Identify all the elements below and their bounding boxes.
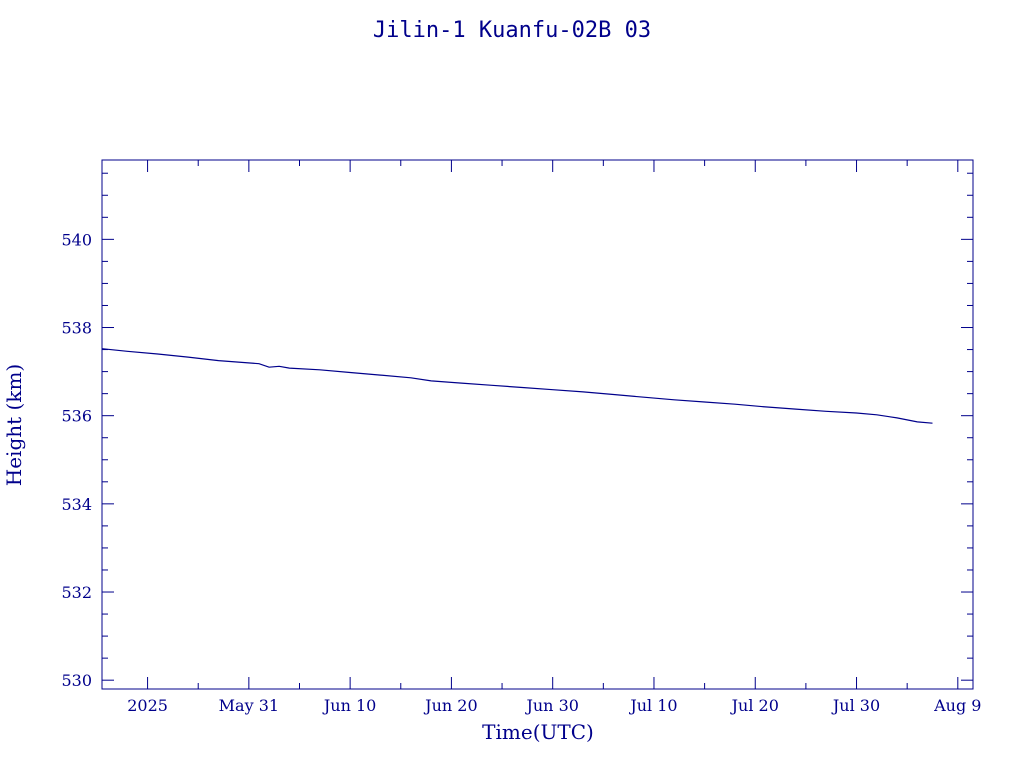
x-tick-label: Jul 10 — [628, 696, 677, 715]
chart-title: Jilin-1 Kuanfu-02B 03 — [373, 18, 651, 43]
y-tick-label: 538 — [61, 319, 92, 338]
y-tick-label: 540 — [61, 230, 92, 249]
x-axis-tick-labels: 2025 May 31 Jun 10 Jun 20 Jun 30 Jul 10 Jul 20… — [127, 696, 981, 715]
x-tick-label: Jun 30 — [524, 696, 578, 715]
x-tick-label: Jul 30 — [831, 696, 880, 715]
y-tick-label: 534 — [61, 495, 92, 514]
x-tick-label: Jul 20 — [730, 696, 779, 715]
x-tick-label: 2025 — [127, 696, 168, 715]
plot-frame — [101, 159, 974, 690]
y-tick-label: 536 — [61, 407, 92, 426]
axis-ticks — [102, 160, 973, 689]
series-layer — [101, 348, 933, 424]
y-axis-tick-labels: 530 532 534 536 538 540 — [61, 230, 92, 690]
height-series-line — [101, 348, 933, 424]
x-axis-label: Time(UTC) — [482, 720, 594, 744]
x-tick-label: Aug 9 — [933, 696, 981, 715]
y-tick-label: 532 — [61, 583, 92, 602]
x-tick-label: Jun 10 — [322, 696, 376, 715]
y-axis-label: Height (km) — [2, 364, 26, 486]
x-tick-label: May 31 — [219, 696, 279, 715]
x-tick-label: Jun 20 — [423, 696, 477, 715]
y-tick-label: 530 — [61, 671, 92, 690]
